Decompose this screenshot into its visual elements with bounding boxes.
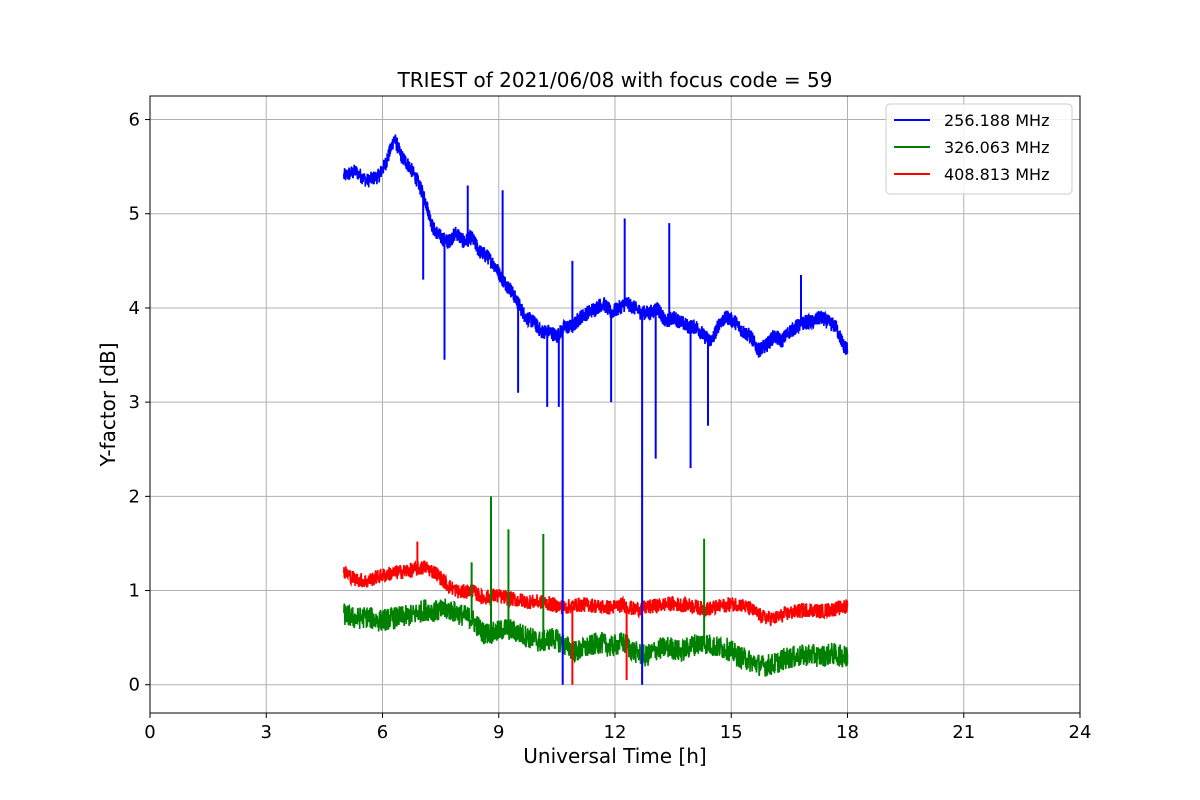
y-tick-label: 4: [129, 298, 140, 319]
x-tick-label: 21: [952, 722, 975, 743]
legend-label: 326.063 MHz: [944, 138, 1049, 157]
legend: 256.188 MHz 326.063 MHz 408.813 MHz: [885, 103, 1073, 195]
y-tick-label: 1: [129, 581, 140, 602]
x-tick-label: 3: [261, 722, 272, 743]
chart-title: TRIEST of 2021/06/08 with focus code = 5…: [397, 68, 833, 92]
legend-label: 408.813 MHz: [944, 165, 1049, 184]
plot-area: [343, 134, 849, 685]
x-tick-label: 15: [720, 722, 743, 743]
series-line-0: [343, 134, 849, 358]
y-axis-label: Y-factor [dB]: [96, 342, 120, 467]
x-tick-label: 12: [604, 722, 627, 743]
legend-box: [885, 103, 1073, 195]
y-tick-label: 2: [129, 486, 140, 507]
series-line-1: [343, 598, 849, 677]
x-axis-label: Universal Time [h]: [523, 744, 706, 768]
series-line-2: [343, 559, 849, 626]
y-tick-label: 3: [129, 392, 140, 413]
x-tick-label: 18: [836, 722, 859, 743]
x-tick-label: 24: [1069, 722, 1092, 743]
legend-label: 256.188 MHz: [944, 111, 1049, 130]
y-tick-label: 0: [129, 675, 140, 696]
x-tick-label: 6: [377, 722, 388, 743]
x-tick-label: 9: [493, 722, 504, 743]
x-tick-label: 0: [144, 722, 155, 743]
y-tick-label: 6: [129, 110, 140, 131]
y-tick-label: 5: [129, 204, 140, 225]
